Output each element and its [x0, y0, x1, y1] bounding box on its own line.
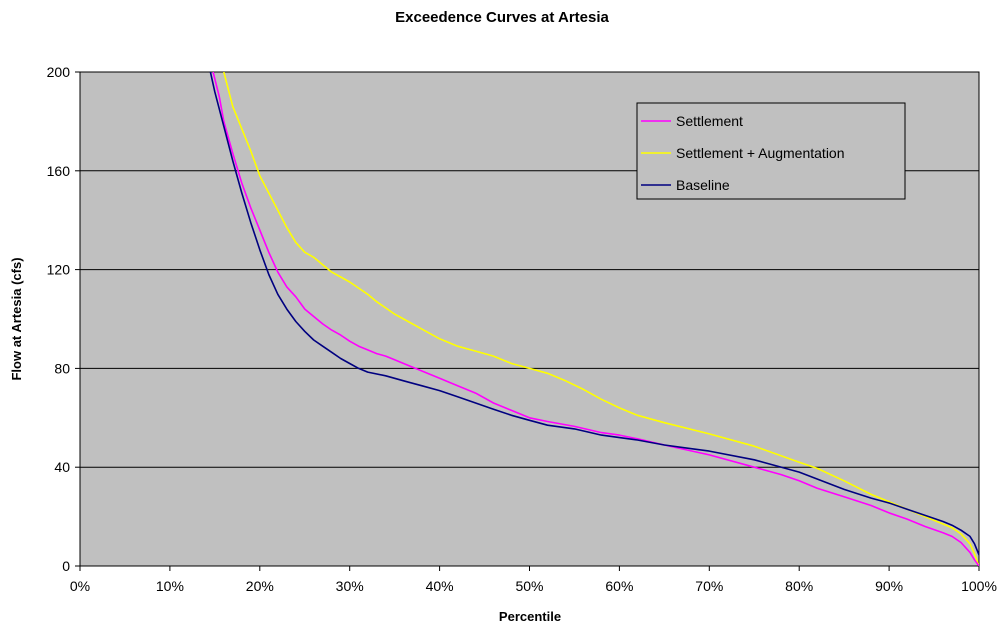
series-line-settlement-augmentation — [223, 72, 979, 566]
x-tick-label: 100% — [961, 578, 997, 594]
series-lines — [209, 72, 979, 566]
x-axis-label: Percentile — [499, 609, 561, 624]
y-tick-label: 0 — [62, 558, 70, 574]
x-tick-label: 30% — [336, 578, 364, 594]
x-tick-label: 10% — [156, 578, 184, 594]
series-line-settlement — [212, 72, 979, 566]
legend-label-baseline: Baseline — [676, 177, 730, 193]
x-tick-label: 60% — [605, 578, 633, 594]
axis-ticks: 0 40 80 120 160 200 0% 10% 20% 30% 40% 50% 60% 70% 80%… — [47, 64, 997, 594]
y-tick-label: 160 — [47, 163, 71, 179]
x-tick-label: 20% — [246, 578, 274, 594]
x-tick-label: 80% — [785, 578, 813, 594]
x-tick-label: 0% — [70, 578, 90, 594]
y-tick-label: 40 — [54, 459, 70, 475]
y-tick-label: 80 — [54, 360, 70, 376]
x-tick-label: 40% — [426, 578, 454, 594]
x-tick-label: 50% — [515, 578, 543, 594]
y-axis-label: Flow at Artesia (cfs) — [9, 257, 24, 380]
y-tick-label: 200 — [47, 64, 71, 80]
legend: Settlement Settlement + Augmentation Bas… — [636, 102, 906, 200]
y-tick-label: 120 — [47, 262, 71, 278]
x-tick-label: 70% — [695, 578, 723, 594]
legend-label-settlement: Settlement — [676, 113, 743, 129]
legend-box — [636, 102, 906, 200]
x-tick-label: 90% — [875, 578, 903, 594]
series-line-baseline — [209, 72, 979, 556]
legend-label-settlement-augmentation: Settlement + Augmentation — [676, 145, 845, 161]
chart-title: Exceedence Curves at Artesia — [395, 9, 609, 26]
